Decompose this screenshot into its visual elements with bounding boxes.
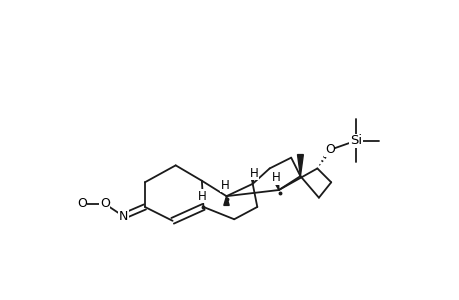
Text: H: H [271, 171, 280, 184]
Text: N: N [118, 210, 128, 223]
Polygon shape [273, 178, 278, 190]
Text: O: O [100, 197, 110, 210]
Polygon shape [249, 173, 255, 184]
Text: Si: Si [349, 134, 361, 147]
Polygon shape [297, 154, 302, 176]
Text: H: H [197, 190, 206, 203]
Polygon shape [224, 196, 229, 206]
Text: H: H [249, 167, 258, 180]
Text: O: O [324, 143, 334, 157]
Text: O: O [77, 197, 86, 210]
Text: N: N [118, 210, 128, 223]
Text: H: H [220, 179, 229, 192]
Text: O: O [100, 197, 110, 210]
